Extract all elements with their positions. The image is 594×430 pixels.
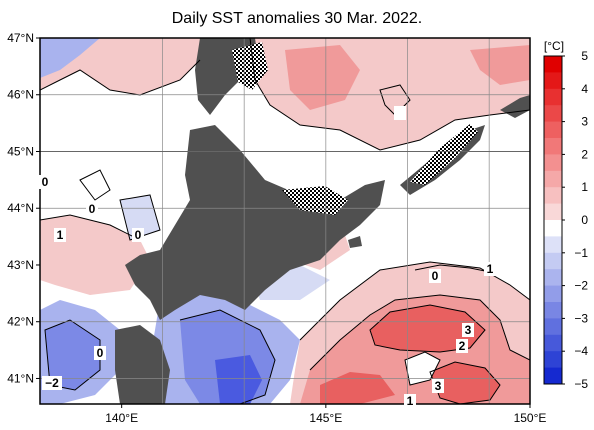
- graticule: [40, 38, 530, 404]
- map-title: Daily SST anomalies 30 Mar. 2022.: [171, 10, 423, 27]
- colorbar-band: [544, 138, 562, 155]
- lon-label: 145°E: [309, 411, 342, 425]
- longitude-axis: 140°E 145°E 150°E: [105, 404, 546, 425]
- lat-label: 45°N: [7, 144, 34, 158]
- contour-label: 3: [465, 323, 472, 337]
- colorbar-label: −1: [574, 246, 588, 260]
- contour-label: 0: [432, 269, 439, 283]
- contour-label: 0: [42, 175, 49, 189]
- contour-label-bg: [429, 269, 441, 283]
- contour-label-bg: [54, 228, 66, 242]
- contour-label: 0: [97, 346, 104, 360]
- colorbar-band: [544, 269, 562, 287]
- colorbar-band: [544, 334, 562, 352]
- map-frame: [39, 37, 531, 405]
- colorbar-label: 5: [581, 49, 588, 63]
- lat-label: 41°N: [7, 371, 34, 385]
- colorbar-label: −3: [574, 311, 588, 325]
- contour-label-bg: [94, 346, 106, 360]
- contour-label-bg: [484, 262, 496, 276]
- map-field: [40, 38, 530, 404]
- contour-label-bg: [462, 323, 474, 337]
- contour-label: 1: [57, 228, 64, 242]
- contour-label: −2: [45, 376, 59, 390]
- contour-label: 2: [459, 339, 466, 353]
- contour-labels: 0 0 1 0 0 1 0 3 2 3 1 −2: [39, 106, 496, 408]
- colorbar-label: −4: [574, 344, 588, 358]
- contour-label: 0: [89, 202, 96, 216]
- contour-label-bg: [432, 379, 444, 393]
- contour-label: 1: [487, 262, 494, 276]
- colorbar-label: 0: [581, 213, 588, 227]
- contour-label: 3: [435, 379, 442, 393]
- lon-label: 150°E: [514, 411, 547, 425]
- colorbar-label: 2: [581, 147, 588, 161]
- colorbar-band: [544, 351, 562, 369]
- lat-label: 47°N: [7, 31, 34, 45]
- sea-ice-areas: [232, 42, 478, 215]
- contour-label-bg: [456, 339, 468, 353]
- contour-label-bg: [86, 202, 98, 216]
- colorbar-band: [544, 56, 562, 73]
- latitude-axis: 47°N 46°N 45°N 44°N 43°N 42°N 41°N: [7, 31, 40, 385]
- colorbar-label: 1: [581, 180, 588, 194]
- colorbar-unit: [°C]: [544, 39, 564, 53]
- lat-label: 46°N: [7, 88, 34, 102]
- lat-label: 44°N: [7, 201, 34, 215]
- colorbar-label: −5: [574, 377, 588, 391]
- colorbar-band: [544, 252, 562, 270]
- contour-label-bg: [394, 106, 406, 120]
- contour-label-bg: [404, 394, 416, 408]
- colorbar-band: [544, 220, 562, 237]
- contour-label-bg: [39, 175, 51, 189]
- colorbar-band: [544, 203, 562, 221]
- colorbar-band: [544, 367, 562, 385]
- lat-label: 42°N: [7, 315, 34, 329]
- contour-lines: [40, 38, 530, 404]
- contour-label-bg: [42, 376, 62, 390]
- colorbar-band: [544, 302, 562, 319]
- colorbar-band: [544, 88, 562, 106]
- lon-label: 140°E: [105, 411, 138, 425]
- colorbar-band: [544, 187, 562, 205]
- colorbar-band: [544, 318, 562, 336]
- colorbar-label: 3: [581, 115, 588, 129]
- colorbar-band: [544, 72, 562, 90]
- colorbar-band: [544, 236, 562, 254]
- colorbar-band: [544, 170, 562, 188]
- colorbar: [°C] 5 4 3 2 1 0 −1 −2 −3 −4 −5: [543, 39, 588, 391]
- colorbar-band: [544, 285, 562, 303]
- colorbar-label: 4: [581, 82, 588, 96]
- contour-label-bg: [132, 228, 144, 242]
- colorbar-band: [544, 154, 562, 172]
- contour-label: 1: [407, 394, 414, 408]
- contour-label: 0: [135, 228, 142, 242]
- lat-label: 43°N: [7, 258, 34, 272]
- colorbar-label: −2: [574, 279, 588, 293]
- colorbar-band: [544, 121, 562, 139]
- colorbar-band: [544, 105, 562, 123]
